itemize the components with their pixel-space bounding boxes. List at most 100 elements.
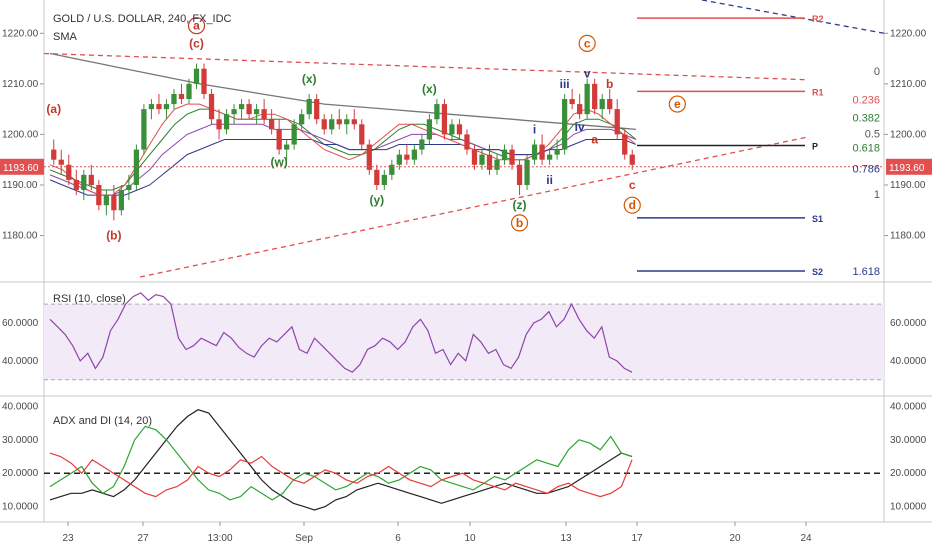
- wave-label: i: [533, 122, 536, 136]
- rsi-y-tick-right: 40.0000: [890, 356, 927, 367]
- pivot-label: S1: [812, 214, 823, 224]
- candle-body: [299, 114, 305, 125]
- wave-label: (y): [369, 193, 384, 207]
- adx-series-line: [49, 452, 633, 498]
- candle-body: [622, 134, 628, 155]
- candle-body: [344, 119, 350, 125]
- y-tick-label-left: 1190.00: [2, 180, 38, 191]
- candle-body: [569, 99, 575, 105]
- wave-label: (a): [46, 102, 61, 116]
- candle-body: [389, 164, 395, 175]
- candle-body: [51, 149, 57, 160]
- current-price-label-right: 1193.60: [889, 163, 925, 174]
- candle-body: [419, 139, 425, 150]
- wave-label: (c): [189, 36, 204, 50]
- x-tick-label: 24: [800, 533, 812, 544]
- candle-body: [58, 159, 64, 165]
- sma-line: [49, 103, 637, 196]
- candle-body: [381, 174, 387, 185]
- candle-body: [584, 83, 590, 115]
- x-tick-label: Sep: [295, 533, 313, 544]
- candle-body: [133, 149, 140, 185]
- wave-label: (x): [422, 82, 437, 96]
- adx-indicator-title: ADX and DI (14, 20): [53, 415, 152, 427]
- wave-label: (z): [513, 198, 527, 212]
- candle-body: [314, 99, 320, 120]
- candle-body: [374, 169, 380, 185]
- x-tick-label: 6: [395, 533, 401, 544]
- fib-level-label: 0.5: [865, 128, 880, 140]
- upper-channel-line: [701, 0, 885, 34]
- y-tick-label-right: 1220.00: [890, 28, 927, 39]
- candle-body: [126, 184, 132, 191]
- pivot-label: P: [812, 142, 818, 152]
- candle-body: [404, 154, 410, 160]
- candle-body: [449, 124, 455, 135]
- y-tick-label-left: 1220.00: [2, 28, 39, 39]
- candle-body: [554, 149, 560, 155]
- candle-body: [306, 99, 312, 115]
- wave-label: v: [584, 67, 591, 81]
- fib-level-label: 0: [874, 66, 880, 78]
- wave-label-circle: [510, 214, 529, 232]
- wave-label: (b): [106, 229, 121, 243]
- y-tick-label-right: 1190.00: [890, 180, 926, 191]
- candle-body: [607, 99, 613, 110]
- wave-label-circle: [578, 34, 596, 52]
- candle-body: [103, 195, 109, 206]
- candle-body: [201, 68, 207, 94]
- fib-level-label: 0.236: [852, 95, 880, 107]
- candle-body: [171, 93, 177, 105]
- candle-body: [524, 159, 530, 185]
- y-tick-label-left: 1210.00: [2, 79, 39, 90]
- candle-body: [141, 109, 147, 150]
- rsi-band-fill: [44, 304, 884, 380]
- wave-label: a: [193, 19, 200, 33]
- wave-label: e: [674, 97, 681, 111]
- wave-label: b: [606, 77, 613, 91]
- candle-body: [561, 99, 568, 150]
- candle-body: [516, 164, 523, 185]
- candle-body: [284, 144, 290, 150]
- wave-label: iv: [575, 120, 585, 134]
- candle-body: [253, 109, 260, 115]
- pivot-label: S2: [812, 267, 823, 277]
- adx-y-tick-left: 20.0000: [2, 468, 39, 479]
- adx-y-tick-left: 10.0000: [2, 502, 39, 513]
- candle-body: [178, 93, 185, 100]
- candle-body: [501, 149, 508, 160]
- candle-body: [223, 114, 230, 130]
- candle-body: [186, 83, 192, 100]
- candle-body: [577, 104, 583, 115]
- candle-body: [118, 190, 125, 211]
- fib-level-label: 0.618: [852, 143, 880, 155]
- x-tick-label: 17: [631, 533, 643, 544]
- candle-body: [539, 144, 545, 160]
- current-price-badge-right: [886, 158, 932, 175]
- candle-body: [359, 124, 365, 145]
- x-tick-label: 27: [137, 533, 149, 544]
- candle-body: [238, 104, 245, 110]
- adx-y-tick-left: 30.0000: [2, 435, 39, 446]
- support-trendline: [139, 136, 809, 278]
- candle-body: [464, 134, 470, 150]
- rsi-y-tick-left: 60.0000: [2, 318, 39, 329]
- fib-level-label: 0.382: [852, 113, 880, 125]
- candle-body: [148, 104, 155, 110]
- candle-body: [411, 149, 418, 160]
- candle-body: [366, 144, 372, 170]
- candle-body: [88, 174, 94, 185]
- candle-body: [96, 184, 102, 206]
- y-tick-label-left: 1200.00: [2, 129, 39, 140]
- candle-body: [546, 154, 553, 160]
- wave-label: a: [591, 132, 598, 146]
- candle-body: [208, 93, 215, 120]
- candle-body: [216, 119, 222, 130]
- wave-label-circle: [623, 196, 641, 214]
- current-price-badge-left: [0, 158, 44, 175]
- candle-body: [336, 119, 342, 125]
- y-tick-label-left: 1180.00: [2, 231, 38, 242]
- candle-body: [261, 109, 267, 120]
- candle-body: [456, 124, 463, 135]
